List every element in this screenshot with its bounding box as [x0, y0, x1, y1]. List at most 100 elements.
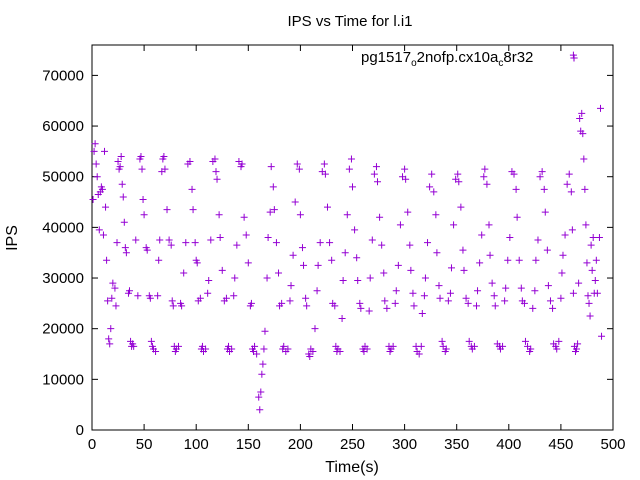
data-point	[574, 340, 582, 348]
data-point	[446, 289, 454, 297]
data-point	[415, 350, 423, 358]
data-point	[258, 370, 266, 378]
x-tick-label: 400	[496, 436, 521, 453]
data-point	[465, 337, 473, 345]
data-point	[174, 342, 182, 350]
data-point	[309, 347, 317, 355]
data-point	[491, 302, 499, 310]
data-point	[326, 239, 334, 247]
data-point	[565, 170, 573, 178]
data-point	[238, 160, 246, 168]
data-point	[242, 231, 250, 239]
data-point	[233, 241, 241, 249]
data-point	[98, 185, 106, 193]
data-point	[349, 183, 356, 191]
data-point	[573, 345, 581, 353]
data-point	[104, 297, 112, 305]
data-point	[417, 342, 425, 350]
data-point	[287, 282, 295, 290]
data-point	[247, 299, 255, 307]
data-point	[421, 274, 429, 282]
data-point	[147, 337, 155, 345]
data-point	[432, 211, 440, 219]
data-point	[306, 353, 314, 361]
data-point	[321, 170, 329, 178]
data-point	[485, 221, 493, 229]
data-point	[424, 239, 432, 247]
data-point	[105, 335, 113, 343]
data-point	[402, 175, 410, 183]
data-point	[442, 345, 450, 353]
data-point	[540, 185, 548, 193]
data-point	[345, 165, 353, 173]
data-point	[529, 304, 537, 312]
data-point	[266, 208, 274, 216]
data-point	[106, 340, 114, 348]
data-point	[122, 249, 130, 257]
data-point	[253, 350, 261, 358]
data-point	[538, 168, 546, 176]
x-tick-label: 350	[444, 436, 469, 453]
x-axis: 0 50 100 150 200 250 300 350 400 450 500	[88, 45, 626, 453]
plot-area-frame	[91, 44, 614, 431]
data-point	[107, 325, 115, 333]
data-point	[189, 206, 197, 214]
data-point	[575, 279, 583, 287]
data-point	[396, 221, 404, 229]
data-point	[513, 213, 521, 221]
data-point	[156, 236, 164, 244]
data-point	[366, 274, 374, 282]
data-point	[546, 297, 554, 305]
data-point	[588, 266, 596, 274]
data-point	[182, 239, 190, 247]
data-point	[280, 342, 288, 350]
data-point	[568, 226, 576, 234]
x-tick-label: 50	[136, 436, 153, 453]
x-tick-label: 250	[340, 436, 365, 453]
data-point	[313, 287, 321, 295]
data-point	[347, 155, 355, 163]
data-point	[470, 342, 478, 350]
data-point	[592, 256, 600, 264]
data-point	[180, 269, 188, 277]
data-point	[502, 284, 510, 292]
data-point	[380, 269, 388, 277]
data-point	[512, 185, 520, 193]
data-point	[436, 294, 444, 302]
data-point	[154, 292, 162, 300]
data-point	[404, 208, 412, 216]
data-point	[109, 279, 117, 287]
data-point	[531, 287, 539, 295]
x-axis-label: Time(s)	[325, 459, 379, 476]
data-point	[275, 269, 283, 277]
data-point	[435, 282, 443, 290]
data-point	[90, 147, 98, 155]
chart-title: IPS vs Time for l.i1	[287, 13, 412, 30]
data-point	[392, 287, 400, 295]
data-point	[499, 342, 507, 350]
data-point	[204, 289, 212, 297]
data-points	[89, 51, 606, 414]
data-point	[455, 178, 463, 186]
data-point	[338, 315, 346, 323]
data-point	[191, 239, 199, 247]
data-point	[339, 277, 347, 285]
data-point	[295, 165, 303, 173]
data-point	[459, 246, 467, 254]
data-point	[589, 234, 597, 241]
data-point	[581, 185, 589, 193]
data-point	[460, 266, 468, 274]
data-point	[263, 274, 271, 282]
data-point	[331, 302, 339, 310]
data-point	[557, 294, 565, 302]
data-point	[598, 332, 606, 340]
data-point	[563, 180, 571, 188]
y-tick-label: 50000	[42, 169, 84, 186]
data-point	[230, 292, 238, 300]
data-point	[286, 297, 294, 305]
data-point	[394, 261, 402, 269]
data-point	[119, 193, 127, 201]
data-point	[278, 299, 286, 307]
data-point	[113, 239, 121, 247]
